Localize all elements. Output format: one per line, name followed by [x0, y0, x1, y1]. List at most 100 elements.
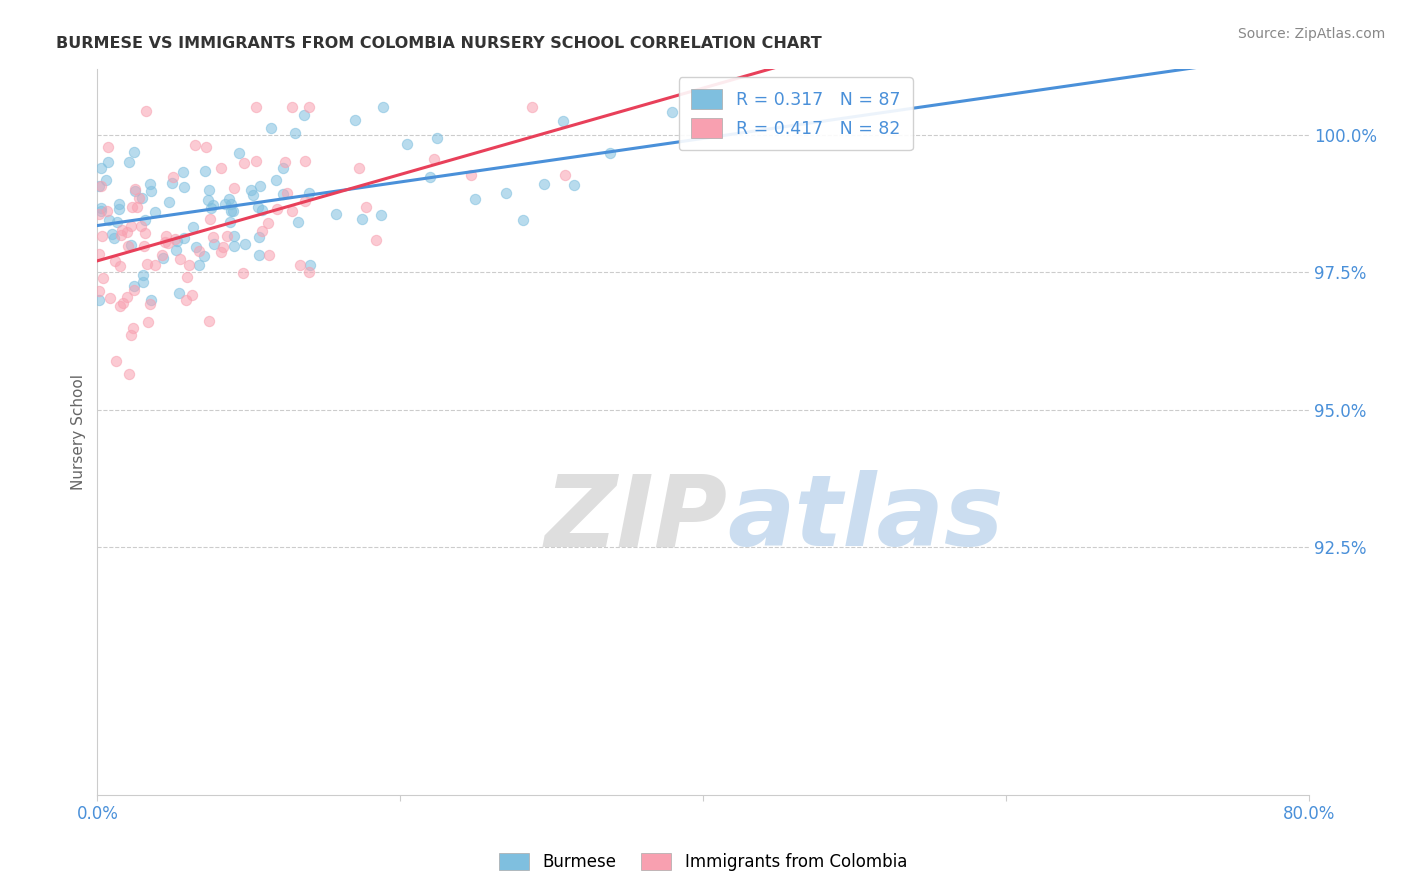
Point: [352, 212, 374, 227]
Point: [87, 247, 110, 261]
Point: [218, 192, 240, 206]
Point: [198, 183, 221, 197]
Point: [233, 156, 256, 170]
Point: [266, 202, 288, 217]
Point: [176, 270, 198, 285]
Point: [370, 207, 392, 221]
Point: [124, 283, 146, 297]
Point: [90, 228, 112, 243]
Point: [139, 184, 162, 198]
Text: Source: ZipAtlas.com: Source: ZipAtlas.com: [1237, 27, 1385, 41]
Point: [184, 240, 207, 254]
Point: [132, 268, 155, 282]
Point: [90, 179, 112, 194]
Point: [187, 244, 209, 258]
Point: [97, 155, 120, 169]
Point: [120, 238, 142, 252]
Y-axis label: Nursery School: Nursery School: [72, 374, 86, 490]
Point: [136, 314, 159, 328]
Point: [242, 188, 264, 202]
Point: [173, 179, 195, 194]
Point: [96, 172, 118, 186]
Point: [423, 152, 446, 166]
Point: [209, 245, 232, 260]
Point: [460, 168, 482, 182]
Point: [131, 191, 153, 205]
Point: [120, 219, 142, 233]
Point: [554, 168, 576, 182]
Point: [354, 200, 377, 214]
Point: [127, 200, 149, 214]
Point: [599, 146, 621, 161]
Point: [117, 154, 139, 169]
Point: [135, 257, 157, 271]
Point: [298, 265, 321, 279]
Point: [221, 204, 243, 219]
Point: [298, 186, 321, 200]
Point: [219, 214, 242, 228]
Point: [212, 240, 235, 254]
Point: [97, 212, 120, 227]
Point: [180, 288, 202, 302]
Point: [122, 145, 145, 160]
Point: [166, 234, 188, 248]
Point: [257, 247, 280, 261]
Legend: R = 0.317   N = 87, R = 0.417   N = 82: R = 0.317 N = 87, R = 0.417 N = 82: [679, 78, 912, 150]
Point: [520, 100, 543, 114]
Point: [122, 321, 145, 335]
Point: [562, 178, 585, 192]
Point: [105, 215, 128, 229]
Point: [91, 271, 114, 285]
Point: [245, 154, 267, 169]
Point: [222, 181, 245, 195]
Point: [172, 165, 194, 179]
Point: [121, 200, 143, 214]
Point: [495, 186, 517, 200]
Point: [271, 161, 294, 175]
Point: [143, 258, 166, 272]
Point: [132, 275, 155, 289]
Point: [87, 207, 110, 221]
Point: [129, 219, 152, 233]
Point: [90, 204, 112, 219]
Point: [152, 252, 174, 266]
Point: [134, 226, 156, 240]
Point: [134, 213, 156, 227]
Point: [134, 238, 156, 252]
Point: [90, 161, 112, 176]
Point: [169, 285, 191, 300]
Text: BURMESE VS IMMIGRANTS FROM COLOMBIA NURSERY SCHOOL CORRELATION CHART: BURMESE VS IMMIGRANTS FROM COLOMBIA NURS…: [56, 36, 823, 51]
Point: [165, 243, 187, 257]
Point: [325, 207, 347, 221]
Point: [108, 299, 131, 313]
Point: [108, 196, 131, 211]
Point: [139, 177, 162, 191]
Point: [193, 249, 215, 263]
Point: [87, 178, 110, 193]
Point: [247, 247, 270, 261]
Point: [250, 202, 273, 217]
Point: [96, 204, 118, 219]
Point: [512, 213, 534, 227]
Text: atlas: atlas: [727, 470, 1004, 567]
Point: [276, 186, 298, 200]
Point: [201, 198, 224, 212]
Point: [299, 258, 322, 272]
Point: [298, 100, 321, 114]
Point: [219, 197, 242, 211]
Point: [274, 154, 297, 169]
Point: [281, 100, 304, 114]
Point: [197, 314, 219, 328]
Point: [231, 266, 253, 280]
Point: [366, 233, 388, 247]
Point: [294, 194, 316, 208]
Point: [250, 224, 273, 238]
Point: [155, 229, 177, 244]
Point: [112, 296, 135, 310]
Point: [128, 191, 150, 205]
Point: [287, 215, 309, 229]
Point: [396, 136, 419, 151]
Point: [139, 297, 162, 311]
Point: [110, 222, 132, 236]
Point: [165, 232, 187, 246]
